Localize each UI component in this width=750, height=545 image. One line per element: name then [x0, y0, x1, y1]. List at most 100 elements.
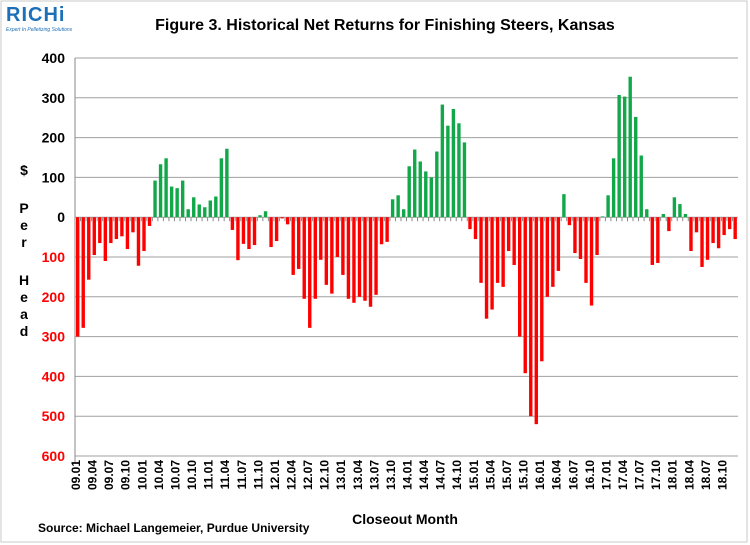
x-tick-label: 09.07	[102, 460, 116, 490]
x-tick-label: 10.01	[135, 460, 149, 490]
bar	[429, 177, 433, 218]
x-tick-label: 09.04	[86, 460, 100, 490]
x-tick-label: 18.07	[699, 460, 713, 490]
x-tick-label: 12.07	[301, 460, 315, 490]
y-tick-label: 300	[42, 329, 66, 345]
bar	[214, 196, 218, 218]
bar	[241, 217, 246, 244]
bar	[379, 217, 384, 245]
logo-name: RICHi	[6, 4, 66, 26]
x-tick-label: 16.07	[566, 460, 580, 490]
bar	[175, 188, 179, 218]
bar	[98, 217, 102, 244]
bar	[512, 217, 516, 265]
x-tick-label: 14.07	[434, 460, 448, 490]
bar	[506, 217, 511, 252]
y-axis-label-letter: P	[19, 200, 28, 216]
bar	[186, 209, 190, 218]
y-tick-label: 400	[42, 50, 66, 66]
bar	[418, 161, 422, 218]
bar	[523, 217, 527, 374]
bar	[158, 164, 163, 218]
bar	[131, 217, 135, 233]
bar	[169, 186, 174, 218]
bar	[628, 76, 632, 218]
bar	[308, 217, 312, 328]
x-tick-label: 15.10	[517, 460, 531, 490]
bar	[611, 158, 616, 218]
x-tick-label: 15.01	[467, 460, 481, 490]
bar	[462, 142, 467, 218]
y-tick-label: 0	[57, 209, 65, 225]
bar	[529, 217, 533, 417]
bar	[716, 217, 721, 249]
x-tick-label: 11.01	[202, 460, 216, 490]
x-tick-label: 15.04	[483, 460, 497, 490]
bar	[263, 211, 268, 218]
bar	[617, 95, 621, 218]
x-tick-label: 17.10	[649, 460, 663, 490]
bar	[540, 217, 544, 362]
x-tick-label: 15.07	[500, 460, 514, 490]
y-tick-label: 600	[42, 448, 66, 464]
y-axis-label-letter: H	[19, 272, 29, 288]
bar	[330, 217, 334, 294]
bar	[230, 217, 235, 230]
y-tick-label: 500	[42, 408, 66, 424]
bar	[219, 158, 224, 218]
y-axis-label-letter: $	[20, 162, 28, 178]
bar	[584, 217, 588, 283]
bar	[661, 214, 666, 218]
bar	[76, 217, 80, 337]
bar	[81, 217, 85, 328]
bar	[319, 217, 323, 260]
bar	[733, 217, 737, 240]
bar	[473, 217, 478, 240]
x-tick-label: 10.04	[152, 460, 166, 490]
bar	[142, 217, 146, 252]
y-tick-label: 100	[42, 249, 66, 265]
bar	[252, 217, 257, 246]
bar	[396, 195, 400, 218]
bar	[573, 217, 577, 254]
bar	[274, 217, 279, 242]
bar	[203, 207, 207, 218]
bar	[401, 209, 406, 218]
y-axis-label-letter: a	[20, 306, 28, 322]
bar	[727, 217, 732, 230]
bar	[368, 217, 373, 307]
bar	[700, 217, 704, 267]
x-axis-label: Closeout Month	[352, 511, 458, 527]
bar	[672, 197, 677, 218]
y-tick-label: 400	[42, 368, 66, 384]
bar	[114, 217, 119, 240]
bar	[297, 217, 301, 269]
bar	[451, 108, 456, 218]
bar	[324, 217, 329, 285]
bar	[164, 158, 168, 218]
x-tick-label: 11.10	[251, 460, 265, 490]
bar	[291, 217, 295, 275]
bar	[678, 204, 682, 218]
bar	[656, 217, 660, 263]
y-axis-label-letter: e	[20, 289, 28, 305]
bar	[136, 217, 141, 266]
x-tick-label: 14.01	[401, 460, 415, 490]
x-tick-label: 10.10	[185, 460, 199, 490]
source-note: Source: Michael Langemeier, Purdue Unive…	[38, 521, 310, 535]
bar	[683, 214, 688, 218]
bar	[468, 217, 472, 230]
logo: RICHi Expert In Pelletizing Solutions	[6, 4, 72, 33]
bar	[390, 199, 395, 218]
bar	[302, 217, 306, 299]
bar	[285, 217, 290, 225]
bar	[313, 217, 317, 299]
x-tick-label: 18.01	[666, 460, 680, 490]
bar	[501, 217, 505, 287]
bar	[153, 180, 157, 218]
x-tick-label: 17.01	[599, 460, 613, 490]
bar	[125, 217, 130, 250]
bar	[705, 217, 710, 260]
